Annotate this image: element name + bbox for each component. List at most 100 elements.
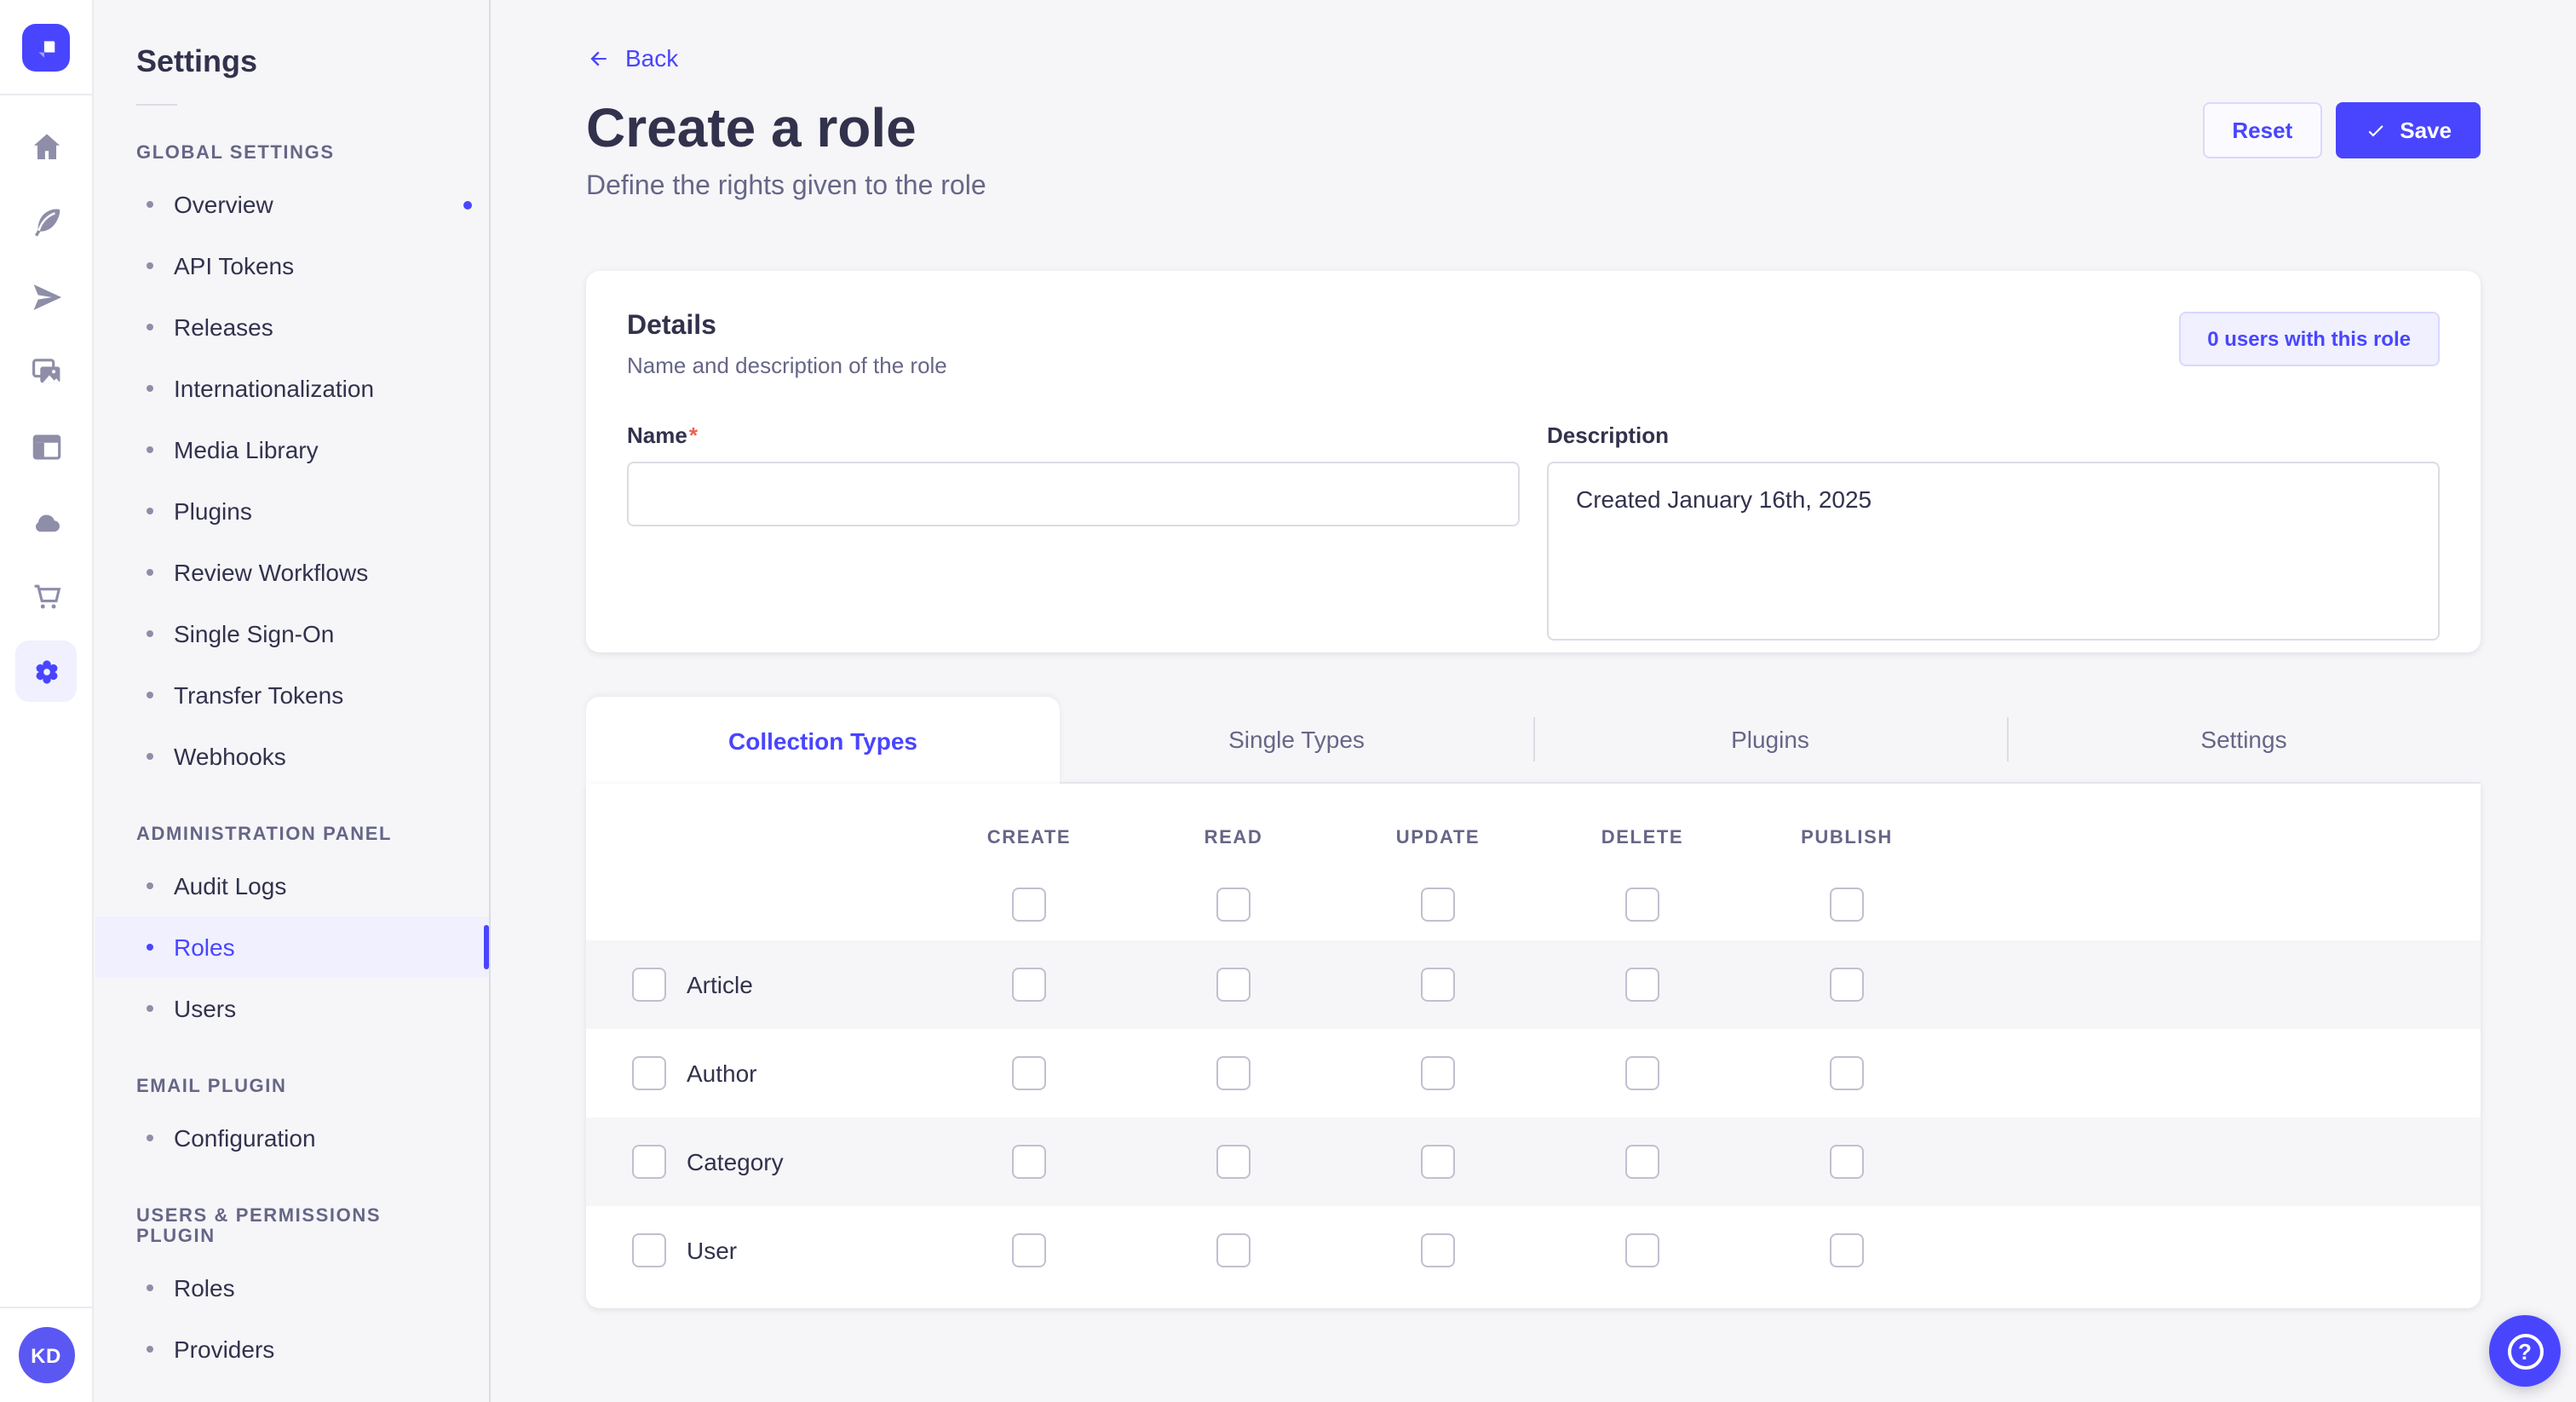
category-select-checkbox[interactable] [632,1145,666,1179]
user-publish-checkbox[interactable] [1830,1233,1864,1267]
category-delete-checkbox[interactable] [1625,1145,1659,1179]
page-header-text: Create a role Define the rights given to… [586,97,986,203]
bullet-icon [147,569,153,576]
strapi-logo[interactable] [22,23,70,71]
subnav-divider [136,104,177,106]
home-icon[interactable] [9,109,83,184]
sidebar-item-users[interactable]: Users [95,978,489,1039]
category-read-checkbox[interactable] [1216,1145,1251,1179]
tab-single-types[interactable]: Single Types [1060,697,1533,784]
sidebar-item-up-roles[interactable]: Roles [95,1257,489,1319]
sidebar-item-configuration[interactable]: Configuration [95,1107,489,1169]
table-row-user: User [586,1206,2481,1295]
article-publish-checkbox[interactable] [1830,968,1864,1002]
bullet-icon [147,882,153,889]
settings-active-highlight [15,641,77,702]
name-label: Name * [627,422,698,448]
tab-settings[interactable]: Settings [2007,697,2481,784]
bullet-icon [147,446,153,453]
settings-subnav: Settings GLOBAL SETTINGS Overview API To… [95,0,491,1402]
logo-section [0,0,93,95]
select-all-update-checkbox[interactable] [1421,888,1455,922]
sidebar-item-webhooks[interactable]: Webhooks [95,726,489,787]
author-create-checkbox[interactable] [1012,1056,1046,1090]
feather-icon[interactable] [9,184,83,259]
user-update-checkbox[interactable] [1421,1233,1455,1267]
sidebar-item-api-tokens[interactable]: API Tokens [95,235,489,296]
back-link[interactable]: Back [586,44,678,72]
details-card-titles: Details Name and description of the role [627,312,947,378]
description-textarea[interactable]: Created January 16th, 2025 [1547,462,2440,641]
tab-plugins[interactable]: Plugins [1533,697,2007,784]
cloud-icon[interactable] [9,484,83,559]
table-row-article: Article [586,940,2481,1029]
bullet-icon [147,692,153,698]
strapi-logo-glyph [38,40,55,57]
author-publish-checkbox[interactable] [1830,1056,1864,1090]
paper-plane-icon[interactable] [9,259,83,334]
select-all-create-checkbox[interactable] [1012,888,1046,922]
bullet-icon [147,1284,153,1291]
select-all-publish-checkbox[interactable] [1830,888,1864,922]
help-button[interactable]: ? [2489,1315,2561,1387]
column-header-read: READ [1204,828,1263,848]
table-row-author: Author [586,1029,2481,1118]
name-input[interactable] [627,462,1520,526]
sidebar-item-review-workflows[interactable]: Review Workflows [95,542,489,603]
users-with-role-badge: 0 users with this role [2178,312,2440,366]
author-delete-checkbox[interactable] [1625,1056,1659,1090]
category-create-checkbox[interactable] [1012,1145,1046,1179]
sidebar-item-audit-logs[interactable]: Audit Logs [95,855,489,916]
sidebar-item-providers[interactable]: Providers [95,1319,489,1380]
permissions-table: CREATE READ UPDATE DELETE PUBLISH Art [586,784,2481,1308]
user-avatar[interactable]: KD [18,1327,74,1383]
header-actions: Reset Save [2203,102,2481,158]
content-type-builder-icon[interactable] [9,409,83,484]
user-select-checkbox[interactable] [632,1233,666,1267]
section-header-users-permissions-plugin: USERS & PERMISSIONS PLUGIN [136,1206,382,1247]
sidebar-item-single-sign-on[interactable]: Single Sign-On [95,603,489,664]
article-read-checkbox[interactable] [1216,968,1251,1002]
details-subtitle: Name and description of the role [627,353,947,378]
article-update-checkbox[interactable] [1421,968,1455,1002]
tab-collection-types[interactable]: Collection Types [586,697,1060,784]
rail-bottom-section: KD [0,1307,93,1402]
column-header-publish: PUBLISH [1801,828,1893,848]
marketplace-cart-icon[interactable] [9,559,83,634]
media-library-icon[interactable] [9,334,83,409]
reset-button[interactable]: Reset [2203,102,2322,158]
select-all-read-checkbox[interactable] [1216,888,1251,922]
sidebar-item-releases[interactable]: Releases [95,296,489,358]
question-mark-icon: ? [2507,1333,2543,1369]
sidebar-item-media-library[interactable]: Media Library [95,419,489,480]
category-update-checkbox[interactable] [1421,1145,1455,1179]
sidebar-item-roles[interactable]: Roles [95,916,489,978]
author-select-checkbox[interactable] [632,1056,666,1090]
select-all-row [586,869,2481,940]
sidebar-item-transfer-tokens[interactable]: Transfer Tokens [95,664,489,726]
check-icon [2367,125,2383,137]
article-create-checkbox[interactable] [1012,968,1046,1002]
article-select-checkbox[interactable] [632,968,666,1002]
sidebar-item-internationalization[interactable]: Internationalization [95,358,489,419]
user-read-checkbox[interactable] [1216,1233,1251,1267]
main-nav-rail: KD [0,0,94,1402]
select-all-delete-checkbox[interactable] [1625,888,1659,922]
page-header: Create a role Define the rights given to… [586,97,2481,203]
user-delete-checkbox[interactable] [1625,1233,1659,1267]
bullet-icon [147,1346,153,1353]
author-update-checkbox[interactable] [1421,1056,1455,1090]
sidebar-item-plugins[interactable]: Plugins [95,480,489,542]
article-delete-checkbox[interactable] [1625,968,1659,1002]
settings-rail-button[interactable] [9,634,83,709]
description-field-group: Description Created January 16th, 2025 [1547,422,2440,649]
save-button[interactable]: Save [2335,102,2481,158]
user-create-checkbox[interactable] [1012,1233,1046,1267]
main-content: Back Create a role Define the rights giv… [492,0,2576,1402]
category-publish-checkbox[interactable] [1830,1145,1864,1179]
author-read-checkbox[interactable] [1216,1056,1251,1090]
sidebar-item-overview[interactable]: Overview [95,174,489,235]
details-fields: Name * Description Created January 16th, … [627,422,2440,649]
page-title: Create a role [586,97,917,158]
